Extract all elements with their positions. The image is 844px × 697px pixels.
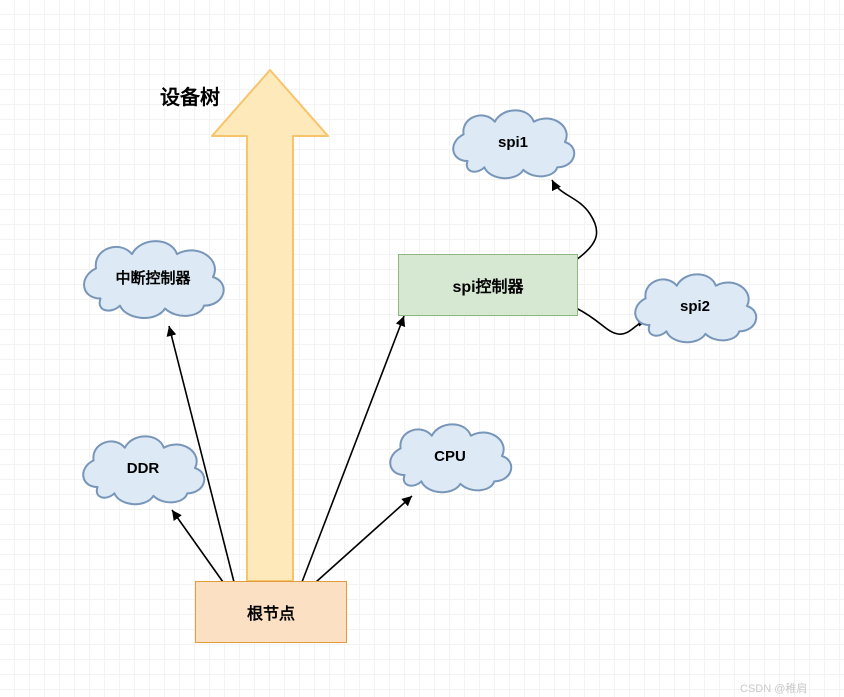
diagram-title: 设备树 [160, 81, 220, 110]
cloud-cpu-label: CPU [385, 418, 515, 494]
cloud-interrupt: 中断控制器 [78, 234, 228, 320]
arrow-root-cpu [316, 496, 412, 582]
cloud-spi1: spi1 [448, 104, 578, 180]
root-node-label: 根节点 [247, 600, 295, 624]
cloud-ddr: DDR [78, 430, 208, 506]
root-node: 根节点 [195, 581, 347, 643]
cloud-spi2-label: spi2 [630, 268, 760, 344]
spi-controller-node: spi控制器 [398, 254, 578, 316]
cloud-spi1-label: spi1 [448, 104, 578, 180]
arrow-root-ddr [172, 510, 223, 582]
watermark: CSDN @稚肩 [740, 680, 807, 696]
tree-arrow [0, 0, 844, 697]
cloud-interrupt-label: 中断控制器 [78, 234, 228, 320]
cloud-cpu: CPU [385, 418, 515, 494]
cloud-ddr-label: DDR [78, 430, 208, 506]
spi-controller-label: spi控制器 [452, 273, 523, 297]
cloud-spi2: spi2 [630, 268, 760, 344]
arrow-spi_ctrl-spi1 [552, 180, 597, 260]
diagram-canvas: 设备树 根节点 spi控制器 中断控制器 DDR CPU spi1 spi2 CSDN … [0, 0, 844, 697]
